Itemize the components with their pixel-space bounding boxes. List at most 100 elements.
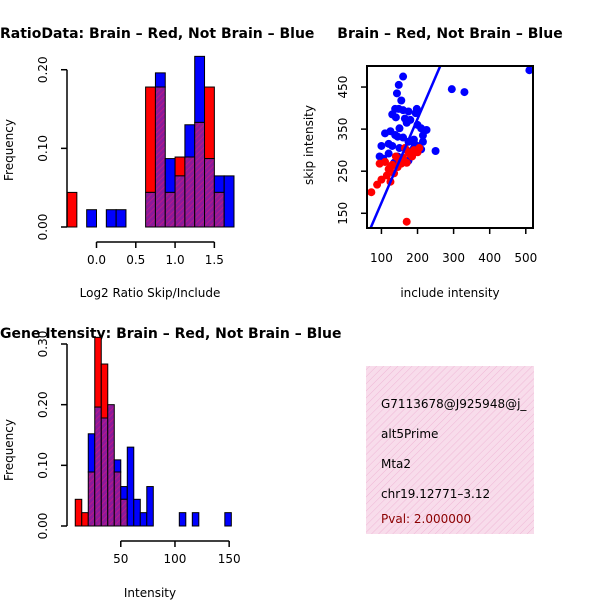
intensity-histogram-overlap-bar <box>113 471 122 527</box>
intensity-histogram-overlap-bar <box>100 417 109 527</box>
intensity-histogram-bars <box>74 336 232 527</box>
intensity-histogram-bar <box>120 486 128 500</box>
intensity-histogram-bar <box>146 486 154 527</box>
intensity-histogram-y-tick-label: 0.10 <box>36 452 50 479</box>
not-brain-point <box>447 85 456 94</box>
scatter-points <box>367 66 533 228</box>
intensity-histogram-ylabel: Frequency <box>2 419 16 481</box>
scatter-y-tick-label: 250 <box>336 160 350 183</box>
info-box-background <box>366 366 534 534</box>
intensity-histogram-overlap-bar <box>94 406 102 527</box>
intensity-histogram-panel: Gene Itensity: Brain – Red, Not Brain – … <box>0 326 342 600</box>
ratio-histogram-bars <box>66 55 235 228</box>
intensity-histogram-bar <box>87 433 96 473</box>
ratio-histogram-bar <box>204 86 215 160</box>
info-location: chr19.12771–3.12 <box>381 487 490 501</box>
ratio-histogram-overlap-bar <box>184 156 196 228</box>
brain-point <box>402 158 411 167</box>
brain-point <box>402 217 411 226</box>
ratio-histogram-overlap-bar <box>213 191 225 228</box>
scatter-x-tick-label: 100 <box>370 251 393 265</box>
not-brain-point <box>388 141 397 150</box>
ratio-histogram-bar <box>145 86 156 193</box>
ratio-histogram-overlap-bar <box>204 158 215 228</box>
not-brain-point <box>397 96 406 105</box>
ratio-histogram-axes: 0.00 0.10 0.20 0.0 0.5 1.0 1.5 <box>36 56 224 267</box>
ratio-histogram-overlap-bar <box>154 86 166 228</box>
intensity-histogram-bar <box>100 363 109 419</box>
brain-point <box>382 171 391 180</box>
scatter-fit-line <box>369 66 442 228</box>
scatter-xlabel: include intensity <box>400 286 499 300</box>
ratio-histogram-y-tick-label: 0.00 <box>36 214 50 241</box>
ratio-histogram-overlap-bar <box>194 121 206 228</box>
scatter-x-tick-label: 300 <box>442 251 465 265</box>
not-brain-point <box>399 72 408 81</box>
scatter-frame <box>366 65 534 229</box>
intensity-histogram-axes: 0.00 0.10 0.20 0.30 50 100 150 <box>36 331 241 566</box>
intensity-histogram-bar <box>178 512 187 527</box>
not-brain-point <box>384 149 393 158</box>
intensity-histogram-y-tick-label: 0.00 <box>36 513 50 540</box>
intensity-histogram-bar <box>133 498 141 527</box>
intensity-histogram-bar <box>94 336 102 408</box>
intensity-histogram-overlap-bar <box>120 498 128 527</box>
ratio-histogram-bar <box>105 209 117 228</box>
info-panel: G7113678@J925948@j_ alt5Prime Mta2 chr19… <box>366 366 534 534</box>
not-brain-point <box>431 146 440 155</box>
ratio-histogram-overlap-bar <box>164 191 176 228</box>
intensity-histogram-bar <box>113 459 122 473</box>
not-brain-point <box>418 137 427 146</box>
ratio-histogram-y-tick-label: 0.10 <box>36 135 50 162</box>
intensity-histogram-bar <box>74 498 83 527</box>
ratio-histogram-bar <box>154 72 166 88</box>
info-event-type: alt5Prime <box>381 427 438 441</box>
not-brain-point <box>381 129 390 138</box>
brain-point <box>367 188 376 197</box>
not-brain-point <box>525 66 533 75</box>
scatter-panel: Brain – Red, Not Brain – Blue 100 200 300 4… <box>302 26 563 300</box>
scatter-y-tick-label: 350 <box>336 118 350 141</box>
ratio-histogram-bar <box>115 209 127 228</box>
scatter-axes: 100 200 300 400 500 150 250 350 450 <box>336 65 537 265</box>
ratio-histogram-bar <box>86 209 98 228</box>
ratio-histogram-bar <box>223 175 235 228</box>
scatter-plot-area <box>367 66 533 228</box>
intensity-histogram-bar <box>139 512 148 527</box>
ratio-histogram-panel: RatioData: Brain – Red, Not Brain – Blue… <box>0 26 314 300</box>
not-brain-point <box>377 141 386 150</box>
intensity-histogram-y-tick-label: 0.20 <box>36 391 50 418</box>
ratio-histogram-bar <box>194 55 206 123</box>
not-brain-point <box>402 118 411 127</box>
scatter-y-tick-label: 150 <box>336 202 350 225</box>
ratio-histogram-x-tick-label: 0.5 <box>126 253 145 267</box>
ratio-histogram-ylabel: Frequency <box>2 119 16 181</box>
ratio-histogram-bar <box>174 156 186 177</box>
scatter-x-tick-label: 400 <box>478 251 501 265</box>
intensity-histogram-title: Gene Itensity: Brain – Red, Not Brain – … <box>0 326 342 342</box>
intensity-histogram-x-tick-label: 100 <box>164 552 187 566</box>
intensity-histogram-x-tick-label: 50 <box>113 552 128 566</box>
scatter-y-tick-label: 450 <box>336 76 350 99</box>
scatter-x-tick-label: 500 <box>514 251 537 265</box>
not-brain-point <box>395 124 404 133</box>
ratio-histogram-y-tick-label: 0.20 <box>36 56 50 83</box>
ratio-histogram-x-tick-label: 1.5 <box>205 253 224 267</box>
ratio-histogram-x-tick-label: 1.0 <box>166 253 185 267</box>
intensity-histogram-overlap-bar <box>107 404 115 527</box>
brain-point <box>415 144 424 153</box>
not-brain-point <box>399 133 408 142</box>
intensity-histogram-y-tick-label: 0.30 <box>36 331 50 358</box>
intensity-histogram-x-tick-label: 150 <box>218 552 241 566</box>
intensity-histogram-overlap-bar <box>87 471 96 527</box>
brain-point <box>404 148 413 157</box>
not-brain-point <box>418 131 427 140</box>
scatter-x-tick-label: 200 <box>406 251 429 265</box>
brain-point <box>381 157 390 166</box>
ratio-histogram-bar <box>184 124 196 158</box>
intensity-histogram-bar <box>224 512 232 527</box>
intensity-histogram-bar <box>191 512 200 527</box>
not-brain-point <box>460 88 469 97</box>
ratio-histogram-x-tick-label: 0.0 <box>87 253 106 267</box>
